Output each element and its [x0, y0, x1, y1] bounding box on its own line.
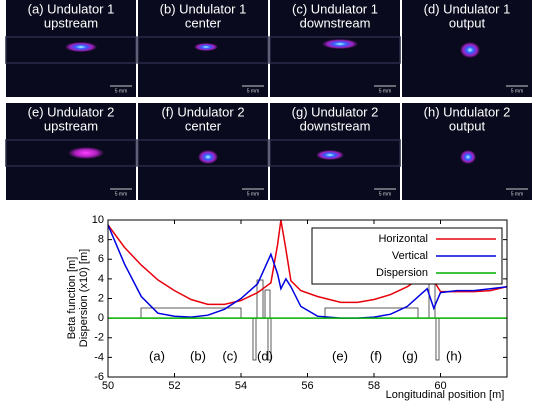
- panel-title: (e) Undulator 2: [28, 104, 115, 119]
- panel-subtitle: output: [449, 118, 486, 133]
- x-tick-label: 52: [168, 380, 180, 392]
- beam-spot: [316, 150, 344, 160]
- panel-subtitle: center: [185, 118, 222, 133]
- x-axis-label: Longitudinal position [m]: [386, 389, 505, 401]
- y-tick-label: 2: [98, 292, 104, 304]
- y-tick-label: -6: [94, 371, 104, 383]
- panel-subtitle: output: [449, 15, 486, 30]
- y-tick-label: 0: [98, 312, 104, 324]
- plot-frame: [107, 219, 508, 378]
- beam-pipe: [269, 139, 401, 167]
- x-tick-label: 58: [368, 380, 380, 392]
- y-tick-label: 8: [98, 234, 104, 246]
- panel-title: (g) Undulator 2: [292, 104, 379, 119]
- annotation: (a): [149, 348, 165, 363]
- magnet: [256, 279, 264, 319]
- annotation: (c): [222, 348, 237, 363]
- magnet: [252, 317, 257, 361]
- magnet: [428, 281, 436, 319]
- scale-label: 5 mm: [511, 88, 524, 94]
- y-tick-label: 4: [98, 273, 104, 285]
- beam-spot: [322, 39, 358, 49]
- series-line: [107, 224, 508, 319]
- scale-label: 5 mm: [247, 88, 260, 94]
- chart: (a) (b) (c) (d) (e) (f) (g) (h) Beta fun…: [66, 214, 508, 401]
- beam-spot: [65, 42, 97, 52]
- beam-spot: [460, 150, 476, 164]
- scale-label: 5 mm: [511, 191, 524, 197]
- beam-pipe: [137, 139, 269, 167]
- panel-title: (c) Undulator 1: [292, 1, 378, 16]
- panel-title: (f) Undulator 2: [161, 104, 244, 119]
- panel-title: (d) Undulator 1: [424, 1, 511, 16]
- panel-title: (h) Undulator 2: [424, 104, 511, 119]
- beam-pipe: [137, 36, 269, 64]
- magnet: [264, 289, 271, 319]
- beam-pipe: [269, 36, 401, 64]
- panel-title: (a) Undulator 1: [28, 1, 115, 16]
- y-tick-label: -2: [94, 332, 104, 344]
- panel-subtitle: upstream: [44, 15, 98, 30]
- legend-label: Horizontal: [378, 233, 428, 245]
- panel-title: (b) Undulator 1: [160, 1, 247, 16]
- x-tick-label: 54: [235, 380, 247, 392]
- beam-pipe: [5, 36, 137, 64]
- scale-label: 5 mm: [115, 191, 128, 197]
- y-axis-label: Dispersion (x10) [m]: [78, 249, 90, 347]
- annotation: (f): [370, 348, 382, 363]
- annotation: (b): [190, 348, 206, 363]
- y-tick-label: 6: [98, 253, 104, 265]
- y-tick-label: -4: [94, 351, 104, 363]
- magnet: [435, 317, 440, 361]
- scale-label: 5 mm: [379, 88, 392, 94]
- x-tick-label: 56: [301, 380, 313, 392]
- panel-subtitle: upstream: [44, 118, 98, 133]
- panel-subtitle: center: [185, 15, 222, 30]
- lattice: [140, 279, 440, 361]
- legend-label: Dispersion: [376, 267, 428, 279]
- beam-spot: [460, 42, 480, 58]
- x-tick-label: 50: [102, 380, 114, 392]
- annotation: (e): [332, 348, 348, 363]
- y-tick-label: 10: [92, 214, 104, 226]
- legend-label: Vertical: [392, 250, 428, 262]
- panel-subtitle: downstream: [300, 118, 371, 133]
- scale-label: 5 mm: [115, 88, 128, 94]
- beam-spot: [68, 147, 104, 159]
- annotation: (g): [402, 348, 418, 363]
- x-tick-label: 60: [434, 380, 446, 392]
- scale-label: 5 mm: [379, 191, 392, 197]
- scale-label: 5 mm: [247, 191, 260, 197]
- annotation: (h): [446, 348, 462, 363]
- beam-pipe: [5, 139, 137, 167]
- annotation: (d): [257, 348, 273, 363]
- panel-subtitle: downstream: [300, 15, 371, 30]
- beam-spot: [194, 43, 218, 51]
- y-axis-label: Beta function [m]: [66, 257, 78, 340]
- beam-spot: [198, 150, 218, 164]
